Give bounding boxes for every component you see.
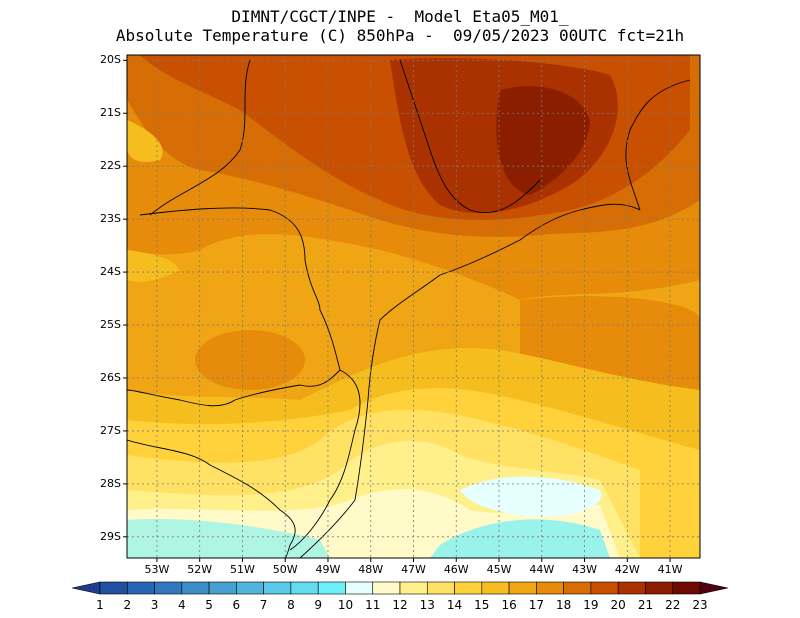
field-21 <box>496 86 590 195</box>
colorbar-label: 7 <box>259 598 268 612</box>
field-15-nw <box>127 120 163 162</box>
colorbar-swatch <box>263 581 292 595</box>
colorbar-label: 18 <box>555 598 572 612</box>
colorbar-label: 9 <box>314 598 322 612</box>
colorbar-label: 15 <box>474 598 490 612</box>
colorbar-swatch <box>236 581 264 595</box>
field-10-east <box>430 519 610 558</box>
border-sp-mg <box>399 59 541 214</box>
lat-label: 23S <box>100 212 121 226</box>
lat-label: 27S <box>100 423 121 437</box>
lon-label: 43W <box>572 563 597 576</box>
colorbar-label: 6 <box>232 598 241 612</box>
colorbar-swatch <box>181 581 210 595</box>
border-rj-es <box>625 79 691 211</box>
border-ms <box>149 59 251 216</box>
colorbar-swatch <box>290 581 319 595</box>
borders <box>127 59 691 558</box>
lon-label: 46W <box>443 563 469 576</box>
colorbar-arrow-low <box>71 581 101 595</box>
lon-label: 42W <box>614 563 640 576</box>
lon-label: 50W <box>272 563 298 576</box>
colorbar-swatch <box>590 581 619 595</box>
border-rs <box>127 439 296 558</box>
field-17-sw <box>195 330 305 390</box>
colorbar-swatch <box>126 581 155 595</box>
grid-lines <box>127 55 700 558</box>
colorbar-label: 14 <box>446 598 463 612</box>
lon-label: 49W <box>315 563 341 576</box>
colorbar-swatch <box>672 581 701 595</box>
colorbar-swatch <box>345 581 374 595</box>
colorbar-label: 3 <box>150 598 159 612</box>
field-10-west <box>127 519 330 558</box>
lat-label: 24S <box>100 265 121 279</box>
lon-label: 41W <box>657 563 683 576</box>
colorbar-swatch <box>154 581 183 595</box>
colorbar-label: 17 <box>528 598 544 612</box>
colorbar-swatch <box>617 581 646 595</box>
border-sc <box>289 369 361 551</box>
colorbar <box>71 581 729 595</box>
lon-label: 51W <box>230 563 255 576</box>
colorbar-swatch <box>372 581 401 595</box>
lat-label: 26S <box>100 370 121 384</box>
lat-label: 21S <box>100 106 121 120</box>
lon-label: 52W <box>187 563 213 576</box>
colorbar-label: 2 <box>123 598 132 612</box>
colorbar-swatch <box>481 581 510 595</box>
colorbar-swatch <box>508 581 537 595</box>
colorbar-label: 10 <box>337 598 354 612</box>
lat-label: 22S <box>100 159 121 173</box>
lat-label: 25S <box>100 318 121 332</box>
colorbar-label: 16 <box>501 598 517 612</box>
colorbar-swatch <box>454 581 483 595</box>
lat-label: 28S <box>100 476 121 490</box>
colorbar-label: 23 <box>692 598 708 612</box>
colorbar-swatch <box>399 581 428 595</box>
colorbar-label: 8 <box>287 598 295 612</box>
lon-label: 45W <box>486 563 512 576</box>
colorbar-swatch <box>536 581 564 595</box>
lon-label: 44W <box>529 563 555 576</box>
lon-label: 53W <box>144 563 170 576</box>
colorbar-label: 4 <box>177 598 186 612</box>
colorbar-label: 13 <box>419 598 435 612</box>
lon-label: 47W <box>401 563 426 576</box>
colorbar-swatch <box>317 581 346 595</box>
colorbar-label: 5 <box>205 598 213 612</box>
temperature-field <box>127 55 700 558</box>
colorbar-label: 22 <box>665 598 681 612</box>
title-line-2: Absolute Temperature (C) 850hPa - 09/05/… <box>115 26 685 45</box>
colorbar-swatch <box>645 581 674 595</box>
colorbar-label: 12 <box>392 598 408 612</box>
field-11-east <box>460 476 602 517</box>
border-parana <box>127 207 341 407</box>
colorbar-swatch <box>426 581 455 595</box>
colorbar-swatch <box>208 581 237 595</box>
coastline <box>299 203 641 558</box>
colorbar-label: 20 <box>610 598 626 612</box>
colorbar-swatch <box>563 581 592 595</box>
lat-label: 20S <box>100 53 121 67</box>
colorbar-label: 11 <box>365 598 381 612</box>
lat-label: 29S <box>100 529 121 543</box>
title-line-1: DIMNT/CGCT/INPE - Model Eta05_M01_ <box>231 7 569 26</box>
colorbar-label: 1 <box>96 598 104 612</box>
colorbar-label: 19 <box>583 598 599 612</box>
colorbar-swatch <box>99 581 128 595</box>
field-15-west <box>127 250 180 282</box>
colorbar-label: 21 <box>637 598 654 612</box>
axis-ticks <box>123 59 671 562</box>
lon-label: 48W <box>358 563 384 576</box>
colorbar-arrow-high <box>699 581 729 595</box>
